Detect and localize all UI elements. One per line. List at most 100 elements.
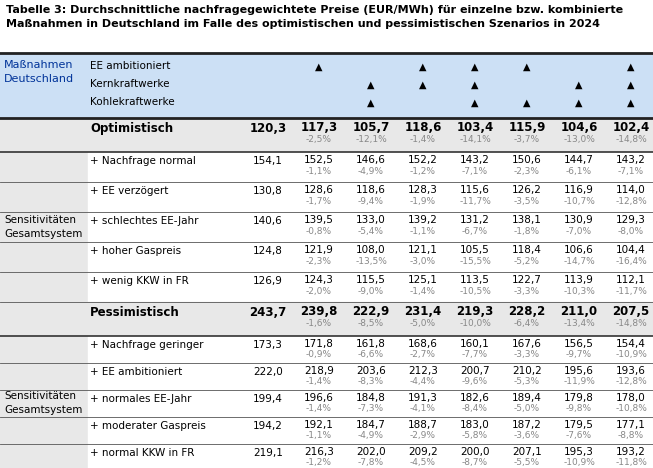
Text: 128,3: 128,3 bbox=[408, 185, 438, 195]
Text: 140,6: 140,6 bbox=[253, 216, 283, 226]
Text: 178,0: 178,0 bbox=[616, 393, 646, 403]
Text: ▲: ▲ bbox=[628, 98, 635, 108]
Text: -13,5%: -13,5% bbox=[355, 257, 387, 266]
Text: -5,0%: -5,0% bbox=[514, 404, 540, 413]
Text: 202,0: 202,0 bbox=[356, 447, 386, 457]
Text: + Nachfrage geringer: + Nachfrage geringer bbox=[90, 340, 204, 350]
Text: 104,4: 104,4 bbox=[616, 245, 646, 255]
Text: 133,0: 133,0 bbox=[356, 215, 386, 225]
Text: 184,8: 184,8 bbox=[356, 393, 386, 403]
Text: 160,1: 160,1 bbox=[460, 339, 490, 349]
Text: 193,2: 193,2 bbox=[616, 447, 646, 457]
Text: -6,4%: -6,4% bbox=[514, 319, 540, 328]
Text: + wenig KKW in FR: + wenig KKW in FR bbox=[90, 276, 189, 286]
Text: + schlechtes EE-Jahr: + schlechtes EE-Jahr bbox=[90, 216, 199, 226]
Text: 129,3: 129,3 bbox=[616, 215, 646, 225]
Bar bbox=[88, 444, 653, 468]
Text: ▲: ▲ bbox=[471, 62, 479, 72]
Text: -9,4%: -9,4% bbox=[358, 197, 384, 206]
Text: 139,2: 139,2 bbox=[408, 215, 438, 225]
Text: 143,2: 143,2 bbox=[460, 155, 490, 165]
Text: ▲: ▲ bbox=[367, 98, 375, 108]
Bar bbox=[0, 302, 653, 336]
Text: 192,1: 192,1 bbox=[304, 420, 334, 430]
Text: 239,8: 239,8 bbox=[300, 305, 338, 318]
Text: 120,3: 120,3 bbox=[249, 122, 287, 135]
Text: -2,3%: -2,3% bbox=[514, 167, 540, 176]
Text: 115,9: 115,9 bbox=[508, 121, 546, 134]
Text: ▲: ▲ bbox=[367, 80, 375, 90]
Text: 126,2: 126,2 bbox=[512, 185, 542, 195]
Text: Maßnahmen
Deutschland: Maßnahmen Deutschland bbox=[4, 60, 74, 84]
Bar bbox=[0, 242, 88, 272]
Text: 210,2: 210,2 bbox=[512, 366, 542, 376]
Text: -1,4%: -1,4% bbox=[306, 377, 332, 386]
Text: -9,6%: -9,6% bbox=[462, 377, 488, 386]
Text: ▲: ▲ bbox=[523, 62, 531, 72]
Text: -3,3%: -3,3% bbox=[514, 287, 540, 296]
Text: 105,7: 105,7 bbox=[353, 121, 390, 134]
Text: -8,4%: -8,4% bbox=[462, 404, 488, 413]
Text: -1,2%: -1,2% bbox=[306, 458, 332, 467]
Text: -3,3%: -3,3% bbox=[514, 350, 540, 359]
Text: 188,7: 188,7 bbox=[408, 420, 438, 430]
Text: -1,9%: -1,9% bbox=[410, 197, 436, 206]
Text: 156,5: 156,5 bbox=[564, 339, 594, 349]
Text: 103,4: 103,4 bbox=[456, 121, 494, 134]
Text: 118,6: 118,6 bbox=[356, 185, 386, 195]
Text: 118,6: 118,6 bbox=[404, 121, 441, 134]
Text: 121,1: 121,1 bbox=[408, 245, 438, 255]
Text: 231,4: 231,4 bbox=[404, 305, 441, 318]
Text: -2,5%: -2,5% bbox=[306, 135, 332, 144]
Bar bbox=[0, 417, 88, 444]
Text: 191,3: 191,3 bbox=[408, 393, 438, 403]
Text: -2,9%: -2,9% bbox=[410, 431, 436, 440]
Text: 187,2: 187,2 bbox=[512, 420, 542, 430]
Text: 194,2: 194,2 bbox=[253, 421, 283, 431]
Text: -5,0%: -5,0% bbox=[410, 319, 436, 328]
Text: 116,9: 116,9 bbox=[564, 185, 594, 195]
Text: 152,2: 152,2 bbox=[408, 155, 438, 165]
Text: Pessimistisch: Pessimistisch bbox=[90, 306, 180, 319]
Text: -9,7%: -9,7% bbox=[566, 350, 592, 359]
Text: + normales EE-Jahr: + normales EE-Jahr bbox=[90, 394, 191, 404]
Text: 196,6: 196,6 bbox=[304, 393, 334, 403]
Text: -1,4%: -1,4% bbox=[410, 135, 436, 144]
Text: 106,6: 106,6 bbox=[564, 245, 594, 255]
Text: 102,4: 102,4 bbox=[613, 121, 650, 134]
Text: 154,1: 154,1 bbox=[253, 156, 283, 166]
Text: 144,7: 144,7 bbox=[564, 155, 594, 165]
Text: 124,8: 124,8 bbox=[253, 246, 283, 256]
Text: -4,1%: -4,1% bbox=[410, 404, 436, 413]
Text: 115,6: 115,6 bbox=[460, 185, 490, 195]
Text: 146,6: 146,6 bbox=[356, 155, 386, 165]
Text: -1,8%: -1,8% bbox=[514, 227, 540, 236]
Text: -3,5%: -3,5% bbox=[514, 197, 540, 206]
Text: -3,6%: -3,6% bbox=[514, 431, 540, 440]
Text: 183,0: 183,0 bbox=[460, 420, 490, 430]
Text: 200,0: 200,0 bbox=[460, 447, 490, 457]
Text: 105,5: 105,5 bbox=[460, 245, 490, 255]
Text: -1,1%: -1,1% bbox=[306, 167, 332, 176]
Text: -6,6%: -6,6% bbox=[358, 350, 384, 359]
Text: -5,5%: -5,5% bbox=[514, 458, 540, 467]
Text: 207,1: 207,1 bbox=[512, 447, 542, 457]
Text: -14,1%: -14,1% bbox=[459, 135, 491, 144]
Bar bbox=[88, 152, 653, 182]
Text: Optimistisch: Optimistisch bbox=[90, 122, 173, 135]
Text: 218,9: 218,9 bbox=[304, 366, 334, 376]
Text: 193,6: 193,6 bbox=[616, 366, 646, 376]
Text: -9,8%: -9,8% bbox=[566, 404, 592, 413]
Text: 189,4: 189,4 bbox=[512, 393, 542, 403]
Text: -9,0%: -9,0% bbox=[358, 287, 384, 296]
Text: -8,7%: -8,7% bbox=[462, 458, 488, 467]
Text: 177,1: 177,1 bbox=[616, 420, 646, 430]
Text: -4,9%: -4,9% bbox=[358, 431, 384, 440]
Text: -1,6%: -1,6% bbox=[306, 319, 332, 328]
Bar bbox=[0, 272, 88, 302]
Bar bbox=[0, 212, 88, 242]
Text: 219,1: 219,1 bbox=[253, 448, 283, 458]
Bar bbox=[88, 242, 653, 272]
Text: 179,8: 179,8 bbox=[564, 393, 594, 403]
Bar bbox=[0, 0, 653, 53]
